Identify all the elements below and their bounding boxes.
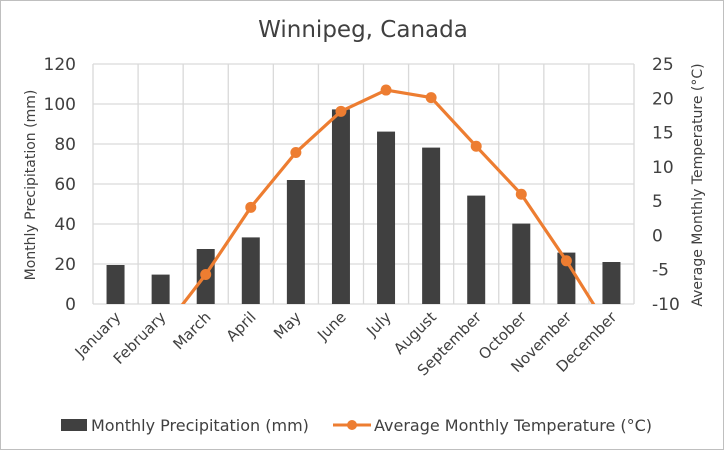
x-tick-label: June: [313, 308, 350, 345]
y-axis-right-title: Average Monthly Temperature (°C): [690, 63, 706, 306]
bar-august: [422, 147, 441, 304]
temperature-point-november: [560, 255, 572, 267]
temperature-series: [180, 84, 596, 304]
bar-april: [241, 237, 260, 304]
y-right-tick-label: 10: [652, 158, 674, 178]
temperature-point-march: [200, 269, 212, 281]
bar-october: [512, 223, 531, 304]
temperature-point-june: [335, 105, 347, 117]
y-left-tick-label: 0: [65, 295, 76, 315]
y-left-tick-label: 120: [44, 55, 76, 75]
bar-february: [151, 274, 170, 304]
temperature-point-may: [290, 146, 302, 158]
legend-label-precipitation: Monthly Precipitation (mm): [91, 416, 309, 435]
x-tick-label: July: [362, 308, 395, 341]
temperature-point-august: [425, 92, 437, 104]
y-left-tick-label: 20: [54, 255, 76, 275]
temperature-line: [180, 88, 596, 304]
temperature-point-april: [245, 201, 257, 213]
y-right-tick-label: 15: [652, 124, 674, 144]
y-right-tick-label: 25: [652, 55, 674, 75]
bar-december: [602, 262, 621, 304]
y-left-tick-label: 100: [44, 95, 76, 115]
legend-swatch-temperature-marker: [347, 420, 357, 430]
y-axis-left-title: Monthly Precipitation (mm): [23, 90, 39, 281]
legend: Monthly Precipitation (mm) Average Month…: [61, 416, 652, 435]
temperature-point-july: [380, 84, 392, 96]
y-left-tick-label: 80: [54, 135, 76, 155]
bar-may: [286, 180, 305, 304]
temperature-point-october: [515, 188, 527, 200]
y-right-tick-label: -10: [652, 295, 680, 315]
y-right-tick-label: 5: [652, 192, 663, 212]
bar-september: [467, 195, 486, 304]
bar-july: [377, 131, 396, 304]
legend-swatch-precipitation: [61, 419, 87, 431]
x-tick-label: May: [270, 308, 305, 343]
y-right-tick-label: 0: [652, 226, 663, 246]
x-tick-label: April: [223, 308, 260, 345]
x-tick-label: March: [169, 308, 214, 353]
temperature-point-september: [470, 140, 482, 152]
bar-june: [331, 109, 350, 305]
chart-title: Winnipeg, Canada: [258, 17, 468, 43]
y-left-tick-label: 60: [54, 175, 76, 195]
y-right-tick-label: -5: [652, 261, 669, 281]
bar-january: [106, 265, 125, 304]
y-right-tick-label: 20: [652, 89, 674, 109]
y-left-tick-label: 40: [54, 215, 76, 235]
legend-label-temperature: Average Monthly Temperature (°C): [374, 416, 652, 435]
